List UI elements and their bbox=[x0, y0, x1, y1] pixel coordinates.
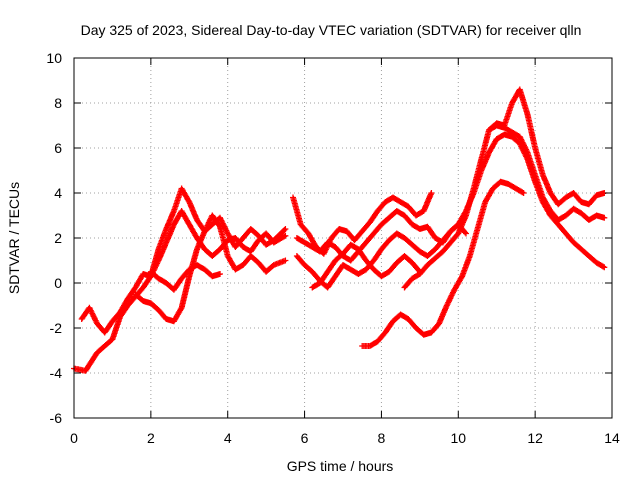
y-tick-label: 2 bbox=[54, 230, 62, 246]
x-tick-label: 8 bbox=[378, 430, 386, 446]
data-points bbox=[71, 86, 608, 374]
x-tick-label: 12 bbox=[527, 430, 543, 446]
series-sat-c bbox=[132, 212, 289, 325]
y-tick-label: -4 bbox=[50, 365, 63, 381]
plus-markers bbox=[78, 185, 289, 336]
series-sat-h bbox=[309, 241, 423, 291]
plus-markers bbox=[401, 86, 608, 291]
plus-markers bbox=[486, 122, 608, 223]
series-sat-f bbox=[293, 208, 469, 264]
series-sat-j bbox=[401, 86, 608, 291]
series-sat-g bbox=[293, 131, 608, 291]
y-tick-label: 10 bbox=[46, 50, 62, 66]
y-tick-label: -6 bbox=[50, 410, 63, 426]
series-sat-k bbox=[486, 122, 608, 223]
x-tick-label: 14 bbox=[604, 430, 620, 446]
y-tick-label: 4 bbox=[54, 185, 62, 201]
x-tick-labels: 0 2 4 6 8 10 12 14 bbox=[70, 430, 620, 446]
x-tick-label: 10 bbox=[450, 430, 466, 446]
plus-markers bbox=[132, 212, 289, 325]
plus-markers bbox=[293, 131, 608, 291]
series-sat-i bbox=[359, 178, 527, 349]
y-axis-label: SDTVAR / TECUs bbox=[6, 182, 22, 294]
grid-lines bbox=[74, 58, 612, 418]
y-tick-label: 8 bbox=[54, 95, 62, 111]
plus-markers bbox=[293, 208, 469, 264]
chart-title: Day 325 of 2023, Sidereal Day-to-day VTE… bbox=[81, 22, 582, 38]
series-sat-d bbox=[147, 262, 223, 293]
x-tick-label: 2 bbox=[147, 430, 155, 446]
y-tick-label: -2 bbox=[50, 320, 63, 336]
series-sat-b bbox=[78, 185, 289, 336]
x-tick-label: 4 bbox=[224, 430, 232, 446]
axis-ticks bbox=[73, 57, 613, 419]
x-tick-label: 0 bbox=[70, 430, 78, 446]
x-tick-label: 6 bbox=[301, 430, 309, 446]
x-axis-label: GPS time / hours bbox=[287, 458, 394, 474]
plus-markers bbox=[147, 262, 223, 293]
y-tick-labels: -6 -4 -2 0 2 4 6 8 10 bbox=[46, 50, 62, 426]
y-tick-label: 6 bbox=[54, 140, 62, 156]
y-tick-label: 0 bbox=[54, 275, 62, 291]
plus-markers bbox=[359, 178, 527, 349]
plus-markers bbox=[309, 241, 423, 291]
